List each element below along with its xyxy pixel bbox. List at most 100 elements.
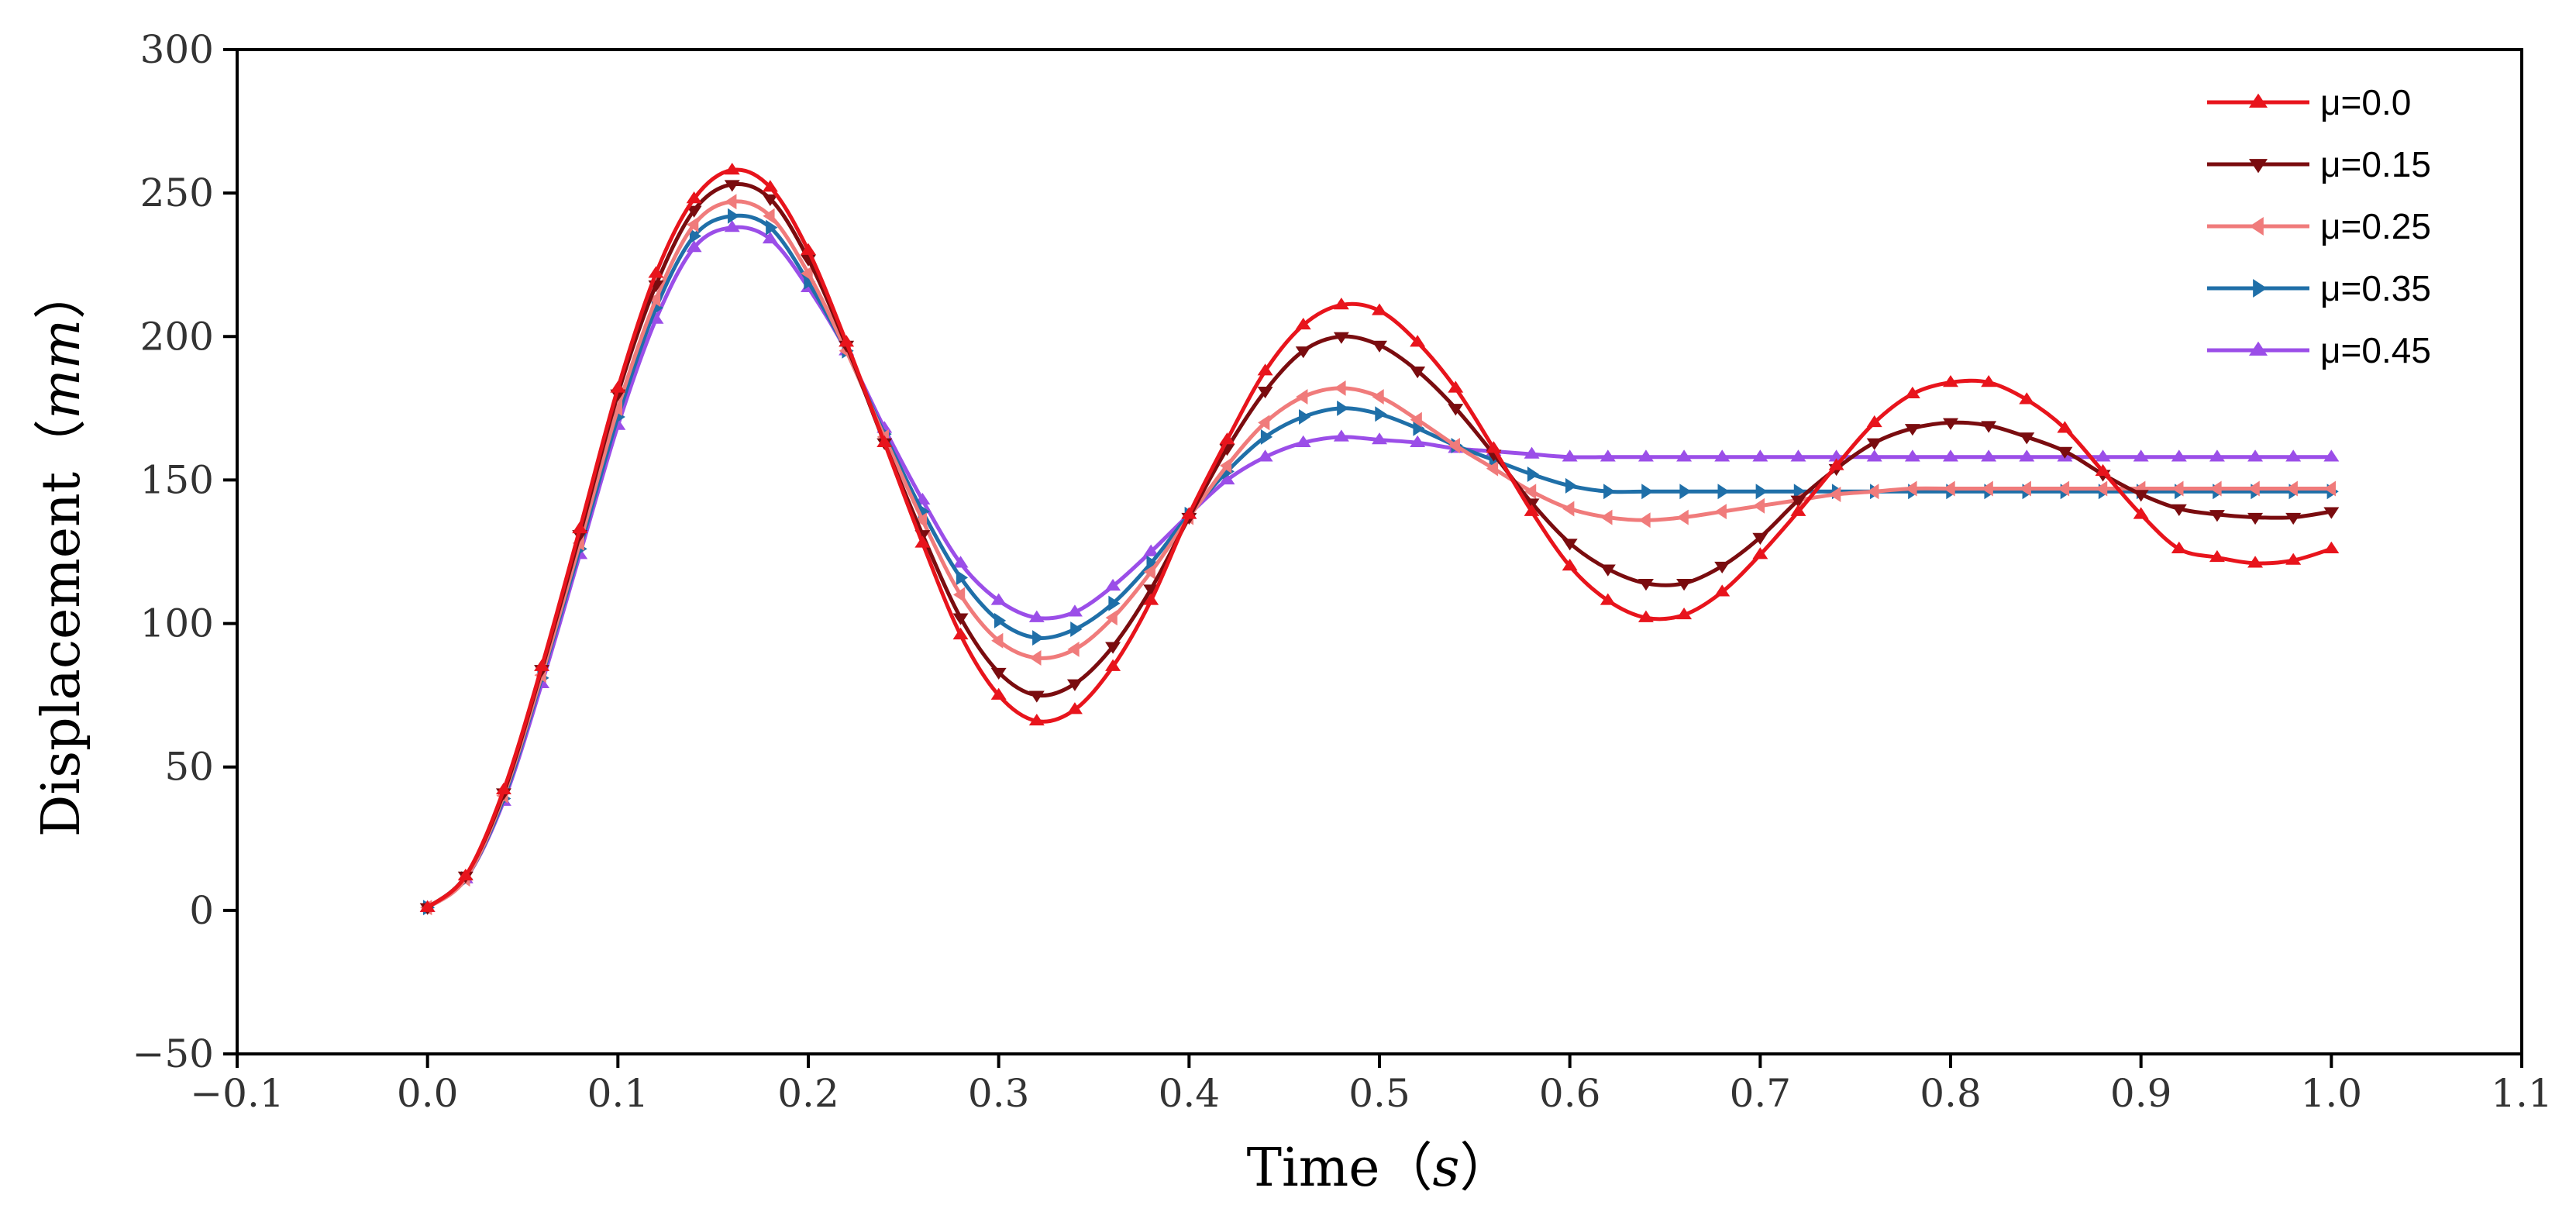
data-point bbox=[953, 587, 966, 603]
legend-item: μ=0.45 bbox=[2207, 330, 2431, 370]
data-point bbox=[1108, 595, 1121, 611]
data-point bbox=[689, 228, 702, 244]
y-tick-label: 50 bbox=[164, 745, 214, 790]
x-tick-label: 1.1 bbox=[2491, 1071, 2553, 1116]
data-point bbox=[1524, 484, 1537, 500]
data-point bbox=[2133, 490, 2149, 502]
data-point bbox=[2171, 480, 2184, 497]
data-point bbox=[1105, 610, 1118, 626]
data-point bbox=[1714, 504, 1727, 520]
data-point bbox=[1752, 498, 1765, 514]
data-point bbox=[1866, 449, 1882, 462]
data-point bbox=[572, 521, 588, 534]
data-point bbox=[2209, 510, 2225, 522]
data-point bbox=[1143, 563, 1155, 580]
x-tick-label: 0.7 bbox=[1730, 1071, 1792, 1116]
data-point bbox=[1752, 547, 1768, 560]
data-point bbox=[1790, 495, 1806, 508]
data-point bbox=[990, 667, 1007, 680]
data-point bbox=[2285, 480, 2298, 497]
data-point bbox=[1066, 604, 1083, 617]
series-line bbox=[426, 167, 2333, 910]
data-point bbox=[914, 535, 931, 548]
data-point bbox=[1299, 408, 1311, 425]
data-point bbox=[2209, 549, 2225, 563]
data-point bbox=[2057, 480, 2070, 497]
data-point bbox=[1981, 480, 1993, 497]
data-point bbox=[2019, 432, 2035, 445]
series-2 bbox=[419, 180, 2340, 915]
data-point bbox=[2171, 541, 2187, 553]
data-point bbox=[1143, 593, 1159, 605]
y-axis: −50 0 50 100 150 200 250 300 bbox=[132, 27, 237, 1076]
x-tick-label: 0.6 bbox=[1539, 1071, 1601, 1116]
data-point bbox=[2057, 446, 2073, 459]
data-point bbox=[1600, 509, 1613, 525]
data-point bbox=[763, 208, 775, 224]
y-tick-label: 250 bbox=[140, 170, 214, 215]
data-point bbox=[648, 291, 661, 308]
legend-label: μ=0.0 bbox=[2320, 82, 2411, 122]
data-point bbox=[956, 570, 969, 586]
data-point bbox=[1105, 578, 1121, 591]
data-point bbox=[686, 205, 702, 218]
data-point bbox=[1410, 335, 1426, 347]
data-point bbox=[1372, 432, 1387, 445]
legend-label: μ=0.35 bbox=[2320, 268, 2431, 308]
y-tick-label: 150 bbox=[140, 457, 214, 502]
data-point bbox=[1486, 441, 1502, 453]
x-axis-open-paren: （ bbox=[1379, 1138, 1432, 1199]
legend-item: μ=0.15 bbox=[2207, 144, 2431, 184]
data-point bbox=[686, 191, 702, 204]
data-point bbox=[1943, 449, 1958, 462]
data-point bbox=[1638, 579, 1654, 591]
plot-area bbox=[236, 48, 2523, 1055]
data-point bbox=[1638, 512, 1651, 529]
data-point bbox=[1867, 484, 1879, 500]
data-point bbox=[1296, 389, 1308, 405]
data-point bbox=[1410, 367, 1426, 379]
data-point bbox=[990, 687, 1007, 700]
data-point bbox=[1714, 449, 1731, 462]
data-point bbox=[952, 613, 969, 625]
data-point bbox=[1679, 484, 1692, 500]
series-1 bbox=[419, 163, 2340, 912]
data-point bbox=[839, 335, 855, 347]
data-point bbox=[991, 632, 1004, 649]
y-axis-label: Displacement bbox=[31, 472, 92, 837]
data-point bbox=[1641, 484, 1654, 500]
data-point bbox=[1981, 449, 1997, 462]
data-point bbox=[1866, 438, 1882, 450]
legend-swatch-marker bbox=[2249, 159, 2268, 174]
data-point bbox=[1676, 449, 1693, 462]
data-point bbox=[1676, 607, 1693, 620]
data-point bbox=[1981, 421, 1997, 433]
data-point bbox=[2247, 512, 2264, 525]
data-point bbox=[2019, 392, 2035, 405]
data-point bbox=[2096, 480, 2108, 497]
data-point bbox=[1524, 446, 1540, 459]
data-point bbox=[1527, 467, 1540, 483]
x-tick-label: 0.4 bbox=[1159, 1071, 1221, 1116]
data-point bbox=[2285, 512, 2302, 525]
x-tick-label: 1.0 bbox=[2301, 1071, 2363, 1116]
data-point bbox=[2323, 480, 2337, 497]
data-point bbox=[724, 180, 740, 192]
data-point bbox=[610, 380, 626, 393]
data-point bbox=[1372, 303, 1387, 315]
data-point bbox=[2285, 553, 2302, 565]
data-point bbox=[2019, 480, 2031, 497]
data-point bbox=[1943, 375, 1958, 387]
data-point bbox=[1375, 406, 1387, 422]
data-point bbox=[1448, 404, 1464, 416]
x-tick-label: 0.8 bbox=[1920, 1071, 1982, 1116]
series-5 bbox=[419, 220, 2340, 912]
data-point bbox=[2133, 449, 2149, 462]
data-point bbox=[1638, 449, 1654, 462]
data-point bbox=[2247, 480, 2260, 497]
x-tick-label: 0.5 bbox=[1348, 1071, 1410, 1116]
data-point bbox=[2171, 504, 2187, 516]
data-point bbox=[1219, 472, 1235, 485]
data-point bbox=[2019, 449, 2035, 462]
data-point bbox=[1866, 415, 1882, 428]
